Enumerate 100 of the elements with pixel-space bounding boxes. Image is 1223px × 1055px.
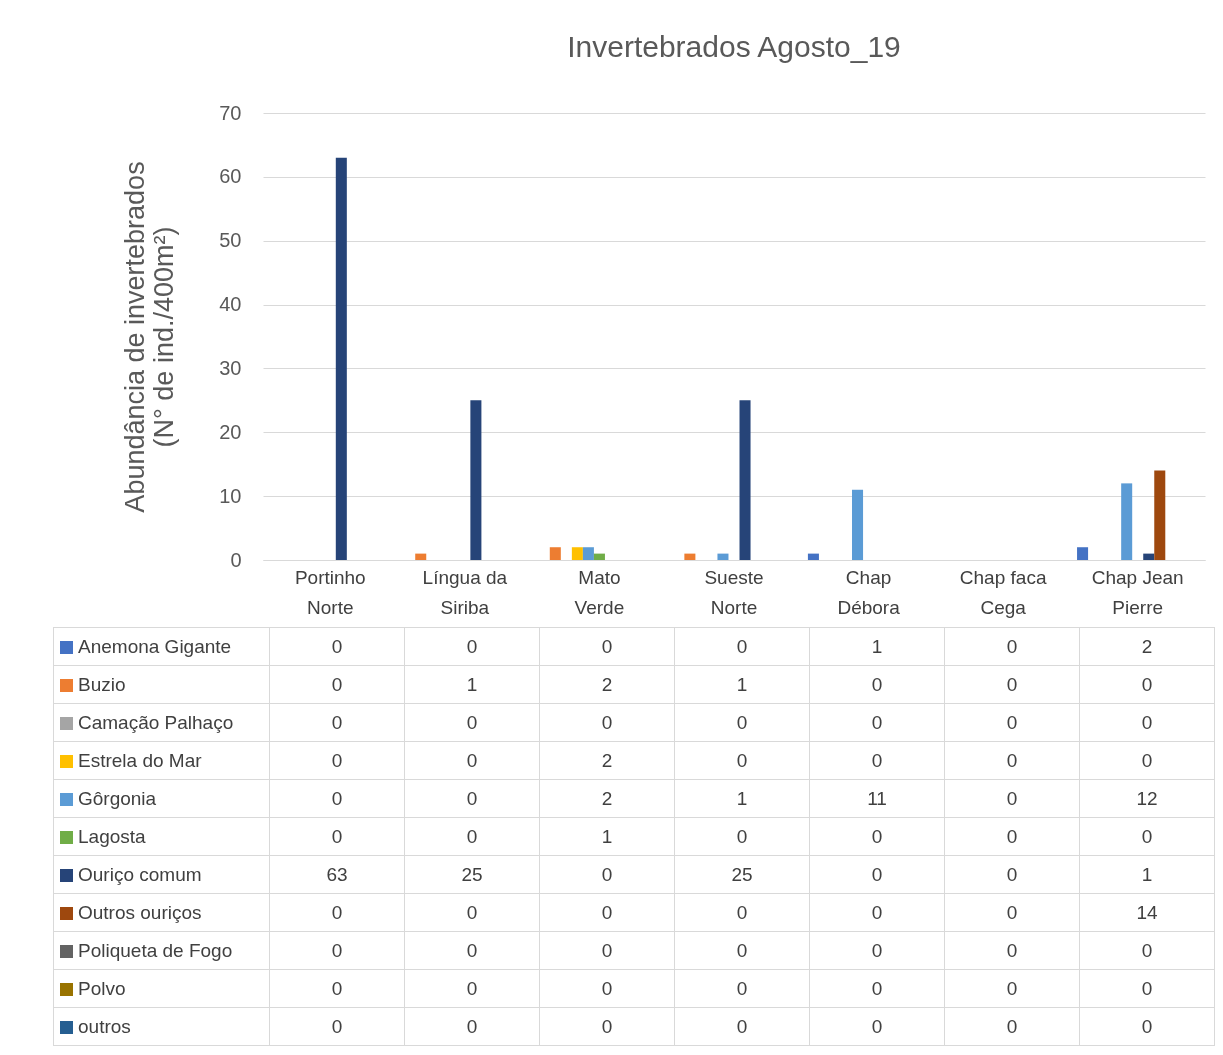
data-label: 0 <box>809 969 945 1008</box>
data-label: 0 <box>539 703 675 742</box>
data-label: 0 <box>269 665 405 704</box>
data-label: 2 <box>1079 627 1215 666</box>
legend-label: Outros ouriços <box>53 893 270 932</box>
y-tick-label: 30 <box>219 356 242 379</box>
data-label: 0 <box>404 817 540 856</box>
data-label: 0 <box>809 1007 945 1046</box>
data-label: 0 <box>539 893 675 932</box>
data-label: 0 <box>674 931 810 970</box>
bar <box>739 400 751 560</box>
data-label: 0 <box>404 703 540 742</box>
data-label: 2 <box>539 741 675 780</box>
data-label: 14 <box>1079 893 1215 932</box>
bar <box>684 553 696 560</box>
data-label: 0 <box>1079 931 1215 970</box>
data-label: 0 <box>539 969 675 1008</box>
data-label: 0 <box>674 627 810 666</box>
data-label: 0 <box>674 969 810 1008</box>
y-tick-label: 20 <box>219 420 242 443</box>
bar <box>593 553 605 560</box>
data-label: 0 <box>539 931 675 970</box>
legend-label: Ouriço comum <box>53 855 270 894</box>
data-label: 0 <box>809 855 945 894</box>
legend-label: Gôrgonia <box>53 779 270 818</box>
bar <box>717 553 729 560</box>
data-label: 12 <box>1079 779 1215 818</box>
y-tick-label: 0 <box>230 548 242 571</box>
x-tick-label: Portinho Norte <box>294 566 366 618</box>
data-label: 25 <box>674 855 810 894</box>
data-label: 2 <box>539 665 675 704</box>
bar <box>807 553 819 560</box>
x-tick-label: Língua da Siriba <box>422 566 508 618</box>
data-label: 0 <box>944 931 1080 970</box>
bar <box>571 547 583 560</box>
data-label: 0 <box>944 893 1080 932</box>
data-label: 0 <box>539 855 675 894</box>
data-label: 0 <box>944 855 1080 894</box>
legend-label: Poliqueta de Fogo <box>53 931 270 970</box>
x-tick-label: Chap Débora <box>837 566 901 618</box>
y-tick-label: 40 <box>219 293 242 316</box>
data-label: 1 <box>539 817 675 856</box>
data-label: 0 <box>944 779 1080 818</box>
bar <box>1143 553 1155 560</box>
y-tick-label: 50 <box>219 229 242 252</box>
data-label: 0 <box>404 931 540 970</box>
data-label: 0 <box>674 1007 810 1046</box>
data-label: 0 <box>944 741 1080 780</box>
data-label: 1 <box>809 627 945 666</box>
legend-label: Polvo <box>53 969 270 1008</box>
data-label: 0 <box>944 627 1080 666</box>
y-tick-label: 70 <box>219 101 242 124</box>
data-label: 0 <box>674 893 810 932</box>
data-label: 0 <box>269 627 405 666</box>
data-label: 0 <box>674 817 810 856</box>
data-label: 0 <box>269 817 405 856</box>
data-label: 0 <box>944 703 1080 742</box>
data-label: 0 <box>404 741 540 780</box>
data-label: 63 <box>269 855 405 894</box>
data-label: 0 <box>1079 817 1215 856</box>
data-label: 0 <box>1079 969 1215 1008</box>
bar <box>1077 547 1089 560</box>
data-label: 0 <box>269 969 405 1008</box>
data-label: 0 <box>674 741 810 780</box>
data-label: 0 <box>269 741 405 780</box>
data-label: 0 <box>944 665 1080 704</box>
y-tick-label: 60 <box>219 165 242 188</box>
data-label: 0 <box>404 893 540 932</box>
data-label: 0 <box>944 969 1080 1008</box>
bar <box>470 400 482 560</box>
data-label: 0 <box>1079 665 1215 704</box>
data-label: 0 <box>404 969 540 1008</box>
y-axis-title: Abundância de invertebrados (N° de ind./400m²) <box>120 161 180 513</box>
data-label: 0 <box>404 779 540 818</box>
chart-title: Invertebrados Agosto_19 <box>567 30 901 63</box>
legend-label: Lagosta <box>53 817 270 856</box>
data-label: 25 <box>404 855 540 894</box>
bar <box>549 547 561 560</box>
data-label: 1 <box>674 779 810 818</box>
data-label: 1 <box>674 665 810 704</box>
data-label: 1 <box>404 665 540 704</box>
data-label: 0 <box>269 703 405 742</box>
data-label: 0 <box>539 627 675 666</box>
data-label: 0 <box>269 893 405 932</box>
data-label: 0 <box>1079 741 1215 780</box>
bar <box>1154 470 1166 560</box>
data-label: 0 <box>539 1007 675 1046</box>
data-label: 0 <box>809 817 945 856</box>
bar <box>335 157 347 560</box>
bar <box>1121 483 1133 560</box>
data-label: 0 <box>809 893 945 932</box>
legend-label: outros <box>53 1007 270 1046</box>
data-label: 0 <box>1079 1007 1215 1046</box>
legend-label: Buzio <box>53 665 270 704</box>
data-label: 0 <box>944 817 1080 856</box>
data-label: 0 <box>404 627 540 666</box>
data-label: 0 <box>269 1007 405 1046</box>
x-tick-label: Chap Jean Pierre <box>1091 566 1184 618</box>
legend-label: Estrela do Mar <box>53 741 270 780</box>
data-label: 0 <box>944 1007 1080 1046</box>
